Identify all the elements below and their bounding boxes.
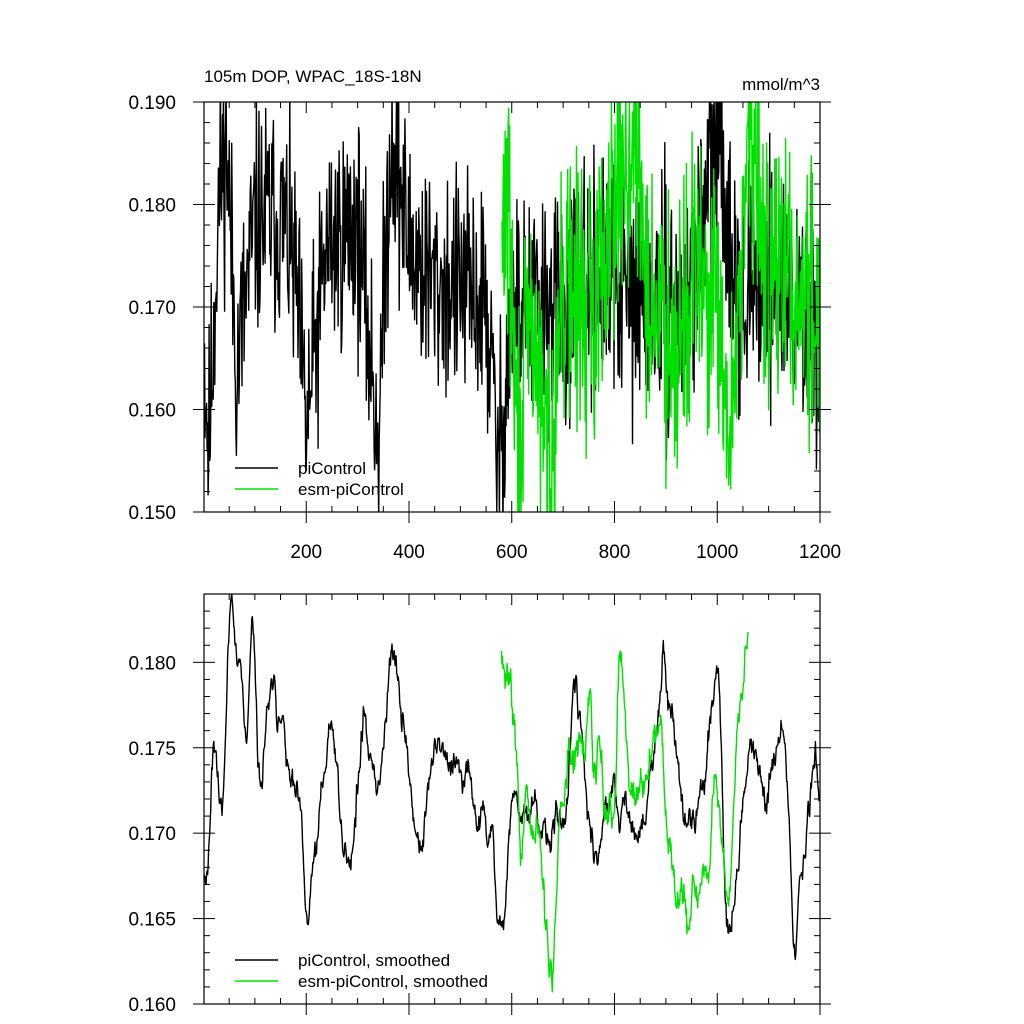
y-tick-label: 0.170 [128,824,176,845]
y-tick-label: 0.170 [128,298,176,319]
bottom-panel: 0.160 0.165 0.170 0.175 0.180 piControl, smoo… [128,593,831,1016]
x-tick-label: 800 [599,542,631,563]
y-tick-label: 0.160 [128,995,176,1016]
bottom-series-line-esm-picontrol [500,631,749,993]
x-tick-label: 400 [393,542,425,563]
x-tick-label: 600 [496,542,528,563]
x-tick-label: 1200 [799,542,841,563]
top-series-line-esm-picontrol [500,102,820,512]
x-tick-label: 200 [290,542,322,563]
y-tick-label: 0.180 [128,653,176,674]
y-tick-label: 0.180 [128,196,176,217]
y-tick-label: 0.150 [128,503,176,524]
y-tick-label: 0.160 [128,401,176,422]
y-tick-label: 0.190 [128,93,176,114]
chart-title: 105m DOP, WPAC_18S-18N [204,67,422,86]
top-panel: 105m DOP, WPAC_18S-18N mmol/m^3 200 400 60… [128,67,841,563]
units-label: mmol/m^3 [742,75,820,94]
legend-label: esm-piControl [298,480,404,499]
legend-label: esm-piControl, smoothed [298,972,488,991]
legend-label: piControl, smoothed [298,951,450,970]
bottom-series-line-picontrol [204,594,820,961]
legend-label: piControl [298,459,366,478]
x-tick-label: 1000 [696,542,738,563]
y-tick-label: 0.175 [128,739,176,760]
y-tick-label: 0.165 [128,910,176,931]
